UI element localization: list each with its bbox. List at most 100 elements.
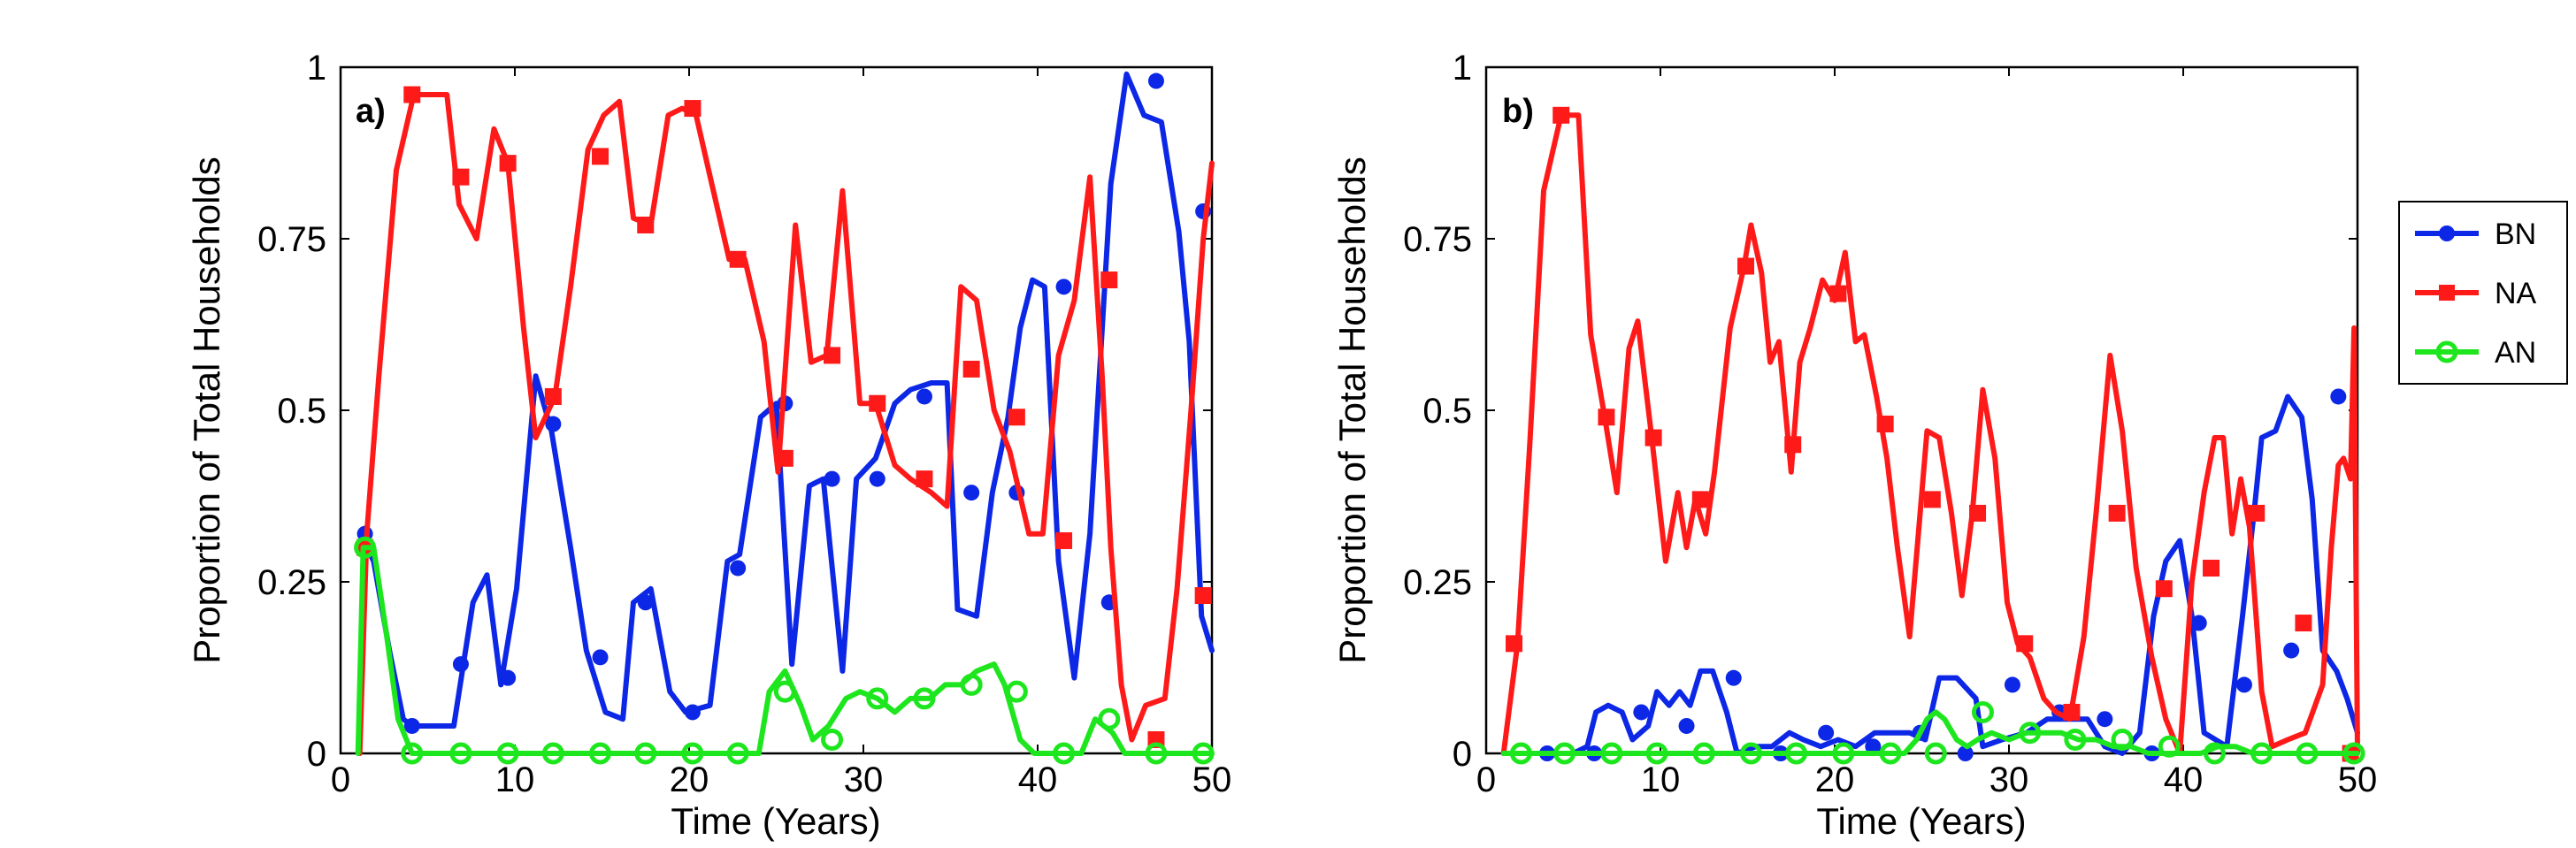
point-marker-na (2203, 559, 2220, 577)
point-marker-bn (824, 470, 840, 487)
series-layer-a (354, 71, 1215, 765)
point-marker-bn (2235, 676, 2252, 693)
x-tick-label: 10 (495, 760, 535, 799)
point-marker-an (354, 536, 377, 559)
point-marker-bn (1865, 738, 1882, 755)
point-marker-na (452, 168, 470, 186)
point-marker-na (544, 387, 562, 405)
y-tick-label: 0 (1453, 735, 1472, 774)
point-marker-an (401, 742, 424, 765)
point-marker-na (1506, 635, 1523, 653)
point-marker-an (1739, 742, 1762, 765)
point-marker-bn (869, 470, 886, 487)
point-marker-an (634, 742, 657, 765)
point-marker-an (541, 742, 564, 765)
point-marker-an (681, 742, 704, 765)
x-tick-label: 40 (1018, 760, 1058, 799)
point-marker-an (2064, 728, 2087, 751)
point-marker-bn (545, 416, 562, 432)
point-marker-na (1923, 491, 1941, 508)
point-marker-an (2342, 742, 2365, 765)
point-marker-na (1100, 271, 1118, 289)
panel-label-a: a) (356, 93, 386, 130)
point-marker-na (1829, 285, 1847, 302)
x-tick-label: 30 (844, 760, 884, 799)
x-tick-label: 50 (1192, 760, 1232, 799)
point-marker-na (499, 155, 517, 172)
point-marker-an (449, 742, 472, 765)
legend-label-an: AN (2495, 336, 2536, 370)
point-marker-an (1145, 742, 1168, 765)
point-marker-bn (730, 560, 747, 577)
x-tick-label: 0 (331, 760, 350, 799)
y-tick-label: 0.75 (257, 220, 326, 259)
point-marker-bn (2004, 676, 2020, 693)
point-marker-bn (1147, 73, 1164, 89)
point-marker-an (1005, 680, 1028, 703)
point-marker-na (637, 216, 655, 233)
legend-label-na: NA (2495, 277, 2537, 310)
point-marker-an (1553, 742, 1576, 765)
point-marker-an (2111, 728, 2134, 751)
point-marker-an (1600, 742, 1623, 765)
point-marker-na (2016, 635, 2034, 653)
y-tick-label: 1 (307, 49, 326, 88)
y-axis-label-a: Proportion of Total Households (186, 157, 227, 664)
y-tick-label: 1 (1453, 49, 1472, 88)
x-tick-label: 0 (1476, 760, 1496, 799)
x-tick-label: 10 (1641, 760, 1681, 799)
point-marker-na (2108, 504, 2126, 522)
point-marker-na (1737, 257, 1755, 275)
y-tick-label: 0.5 (277, 392, 326, 431)
point-marker-na (2248, 504, 2266, 522)
point-marker-an (1924, 742, 1947, 765)
point-marker-na (1644, 429, 1662, 447)
legend-marker-an (2435, 340, 2458, 363)
point-marker-bn (1055, 279, 1072, 295)
point-marker-na (962, 360, 980, 378)
point-marker-bn (403, 717, 420, 734)
legend-entry-na: NA (2415, 277, 2537, 310)
point-marker-an (913, 687, 936, 710)
point-marker-na (1194, 587, 1212, 605)
point-marker-an (589, 742, 612, 765)
point-marker-na (403, 86, 421, 103)
point-marker-bn (2190, 615, 2207, 631)
point-marker-bn (684, 704, 701, 721)
point-marker-an (773, 680, 796, 703)
point-marker-na (1691, 491, 1709, 508)
series-layer-b (1500, 106, 2365, 765)
point-marker-bn (2330, 388, 2347, 405)
point-marker-bn (500, 669, 517, 686)
point-marker-na (1784, 436, 1802, 454)
point-marker-an (1692, 742, 1715, 765)
x-tick-label: 50 (2338, 760, 2378, 799)
y-axis-label-b: Proportion of Total Households (1331, 157, 1373, 664)
series-line-na-b (1500, 112, 2360, 756)
point-marker-an (1645, 742, 1668, 765)
point-marker-an (2250, 742, 2273, 765)
y-tick-label: 0 (307, 735, 326, 774)
point-marker-bn (637, 594, 654, 611)
x-tick-label: 30 (1990, 760, 2029, 799)
x-axis-label-b: Time (Years) (1816, 800, 2026, 842)
point-marker-an (1098, 707, 1121, 730)
point-marker-an (821, 728, 844, 751)
point-marker-an (726, 742, 749, 765)
point-marker-an (960, 673, 983, 696)
point-marker-an (1879, 742, 1902, 765)
legend-label-bn: BN (2495, 218, 2536, 251)
point-marker-na (1969, 504, 1987, 522)
series-line-an-b (1500, 709, 2360, 756)
panel-label-b: b) (1502, 93, 1534, 130)
point-marker-na (592, 148, 610, 165)
legend-entry-an: AN (2415, 336, 2536, 370)
point-marker-na (776, 449, 794, 467)
point-marker-na (2155, 580, 2173, 598)
point-marker-na (1552, 106, 1570, 124)
point-marker-an (1509, 742, 1532, 765)
x-tick-label: 40 (2164, 760, 2204, 799)
point-marker-an (496, 742, 519, 765)
chart-panel-b: 0 10 20 30 40 50 0 0.25 0.5 0.75 1 b) Time (Years)… (1331, 49, 2568, 842)
point-marker-bn (1725, 669, 1742, 686)
